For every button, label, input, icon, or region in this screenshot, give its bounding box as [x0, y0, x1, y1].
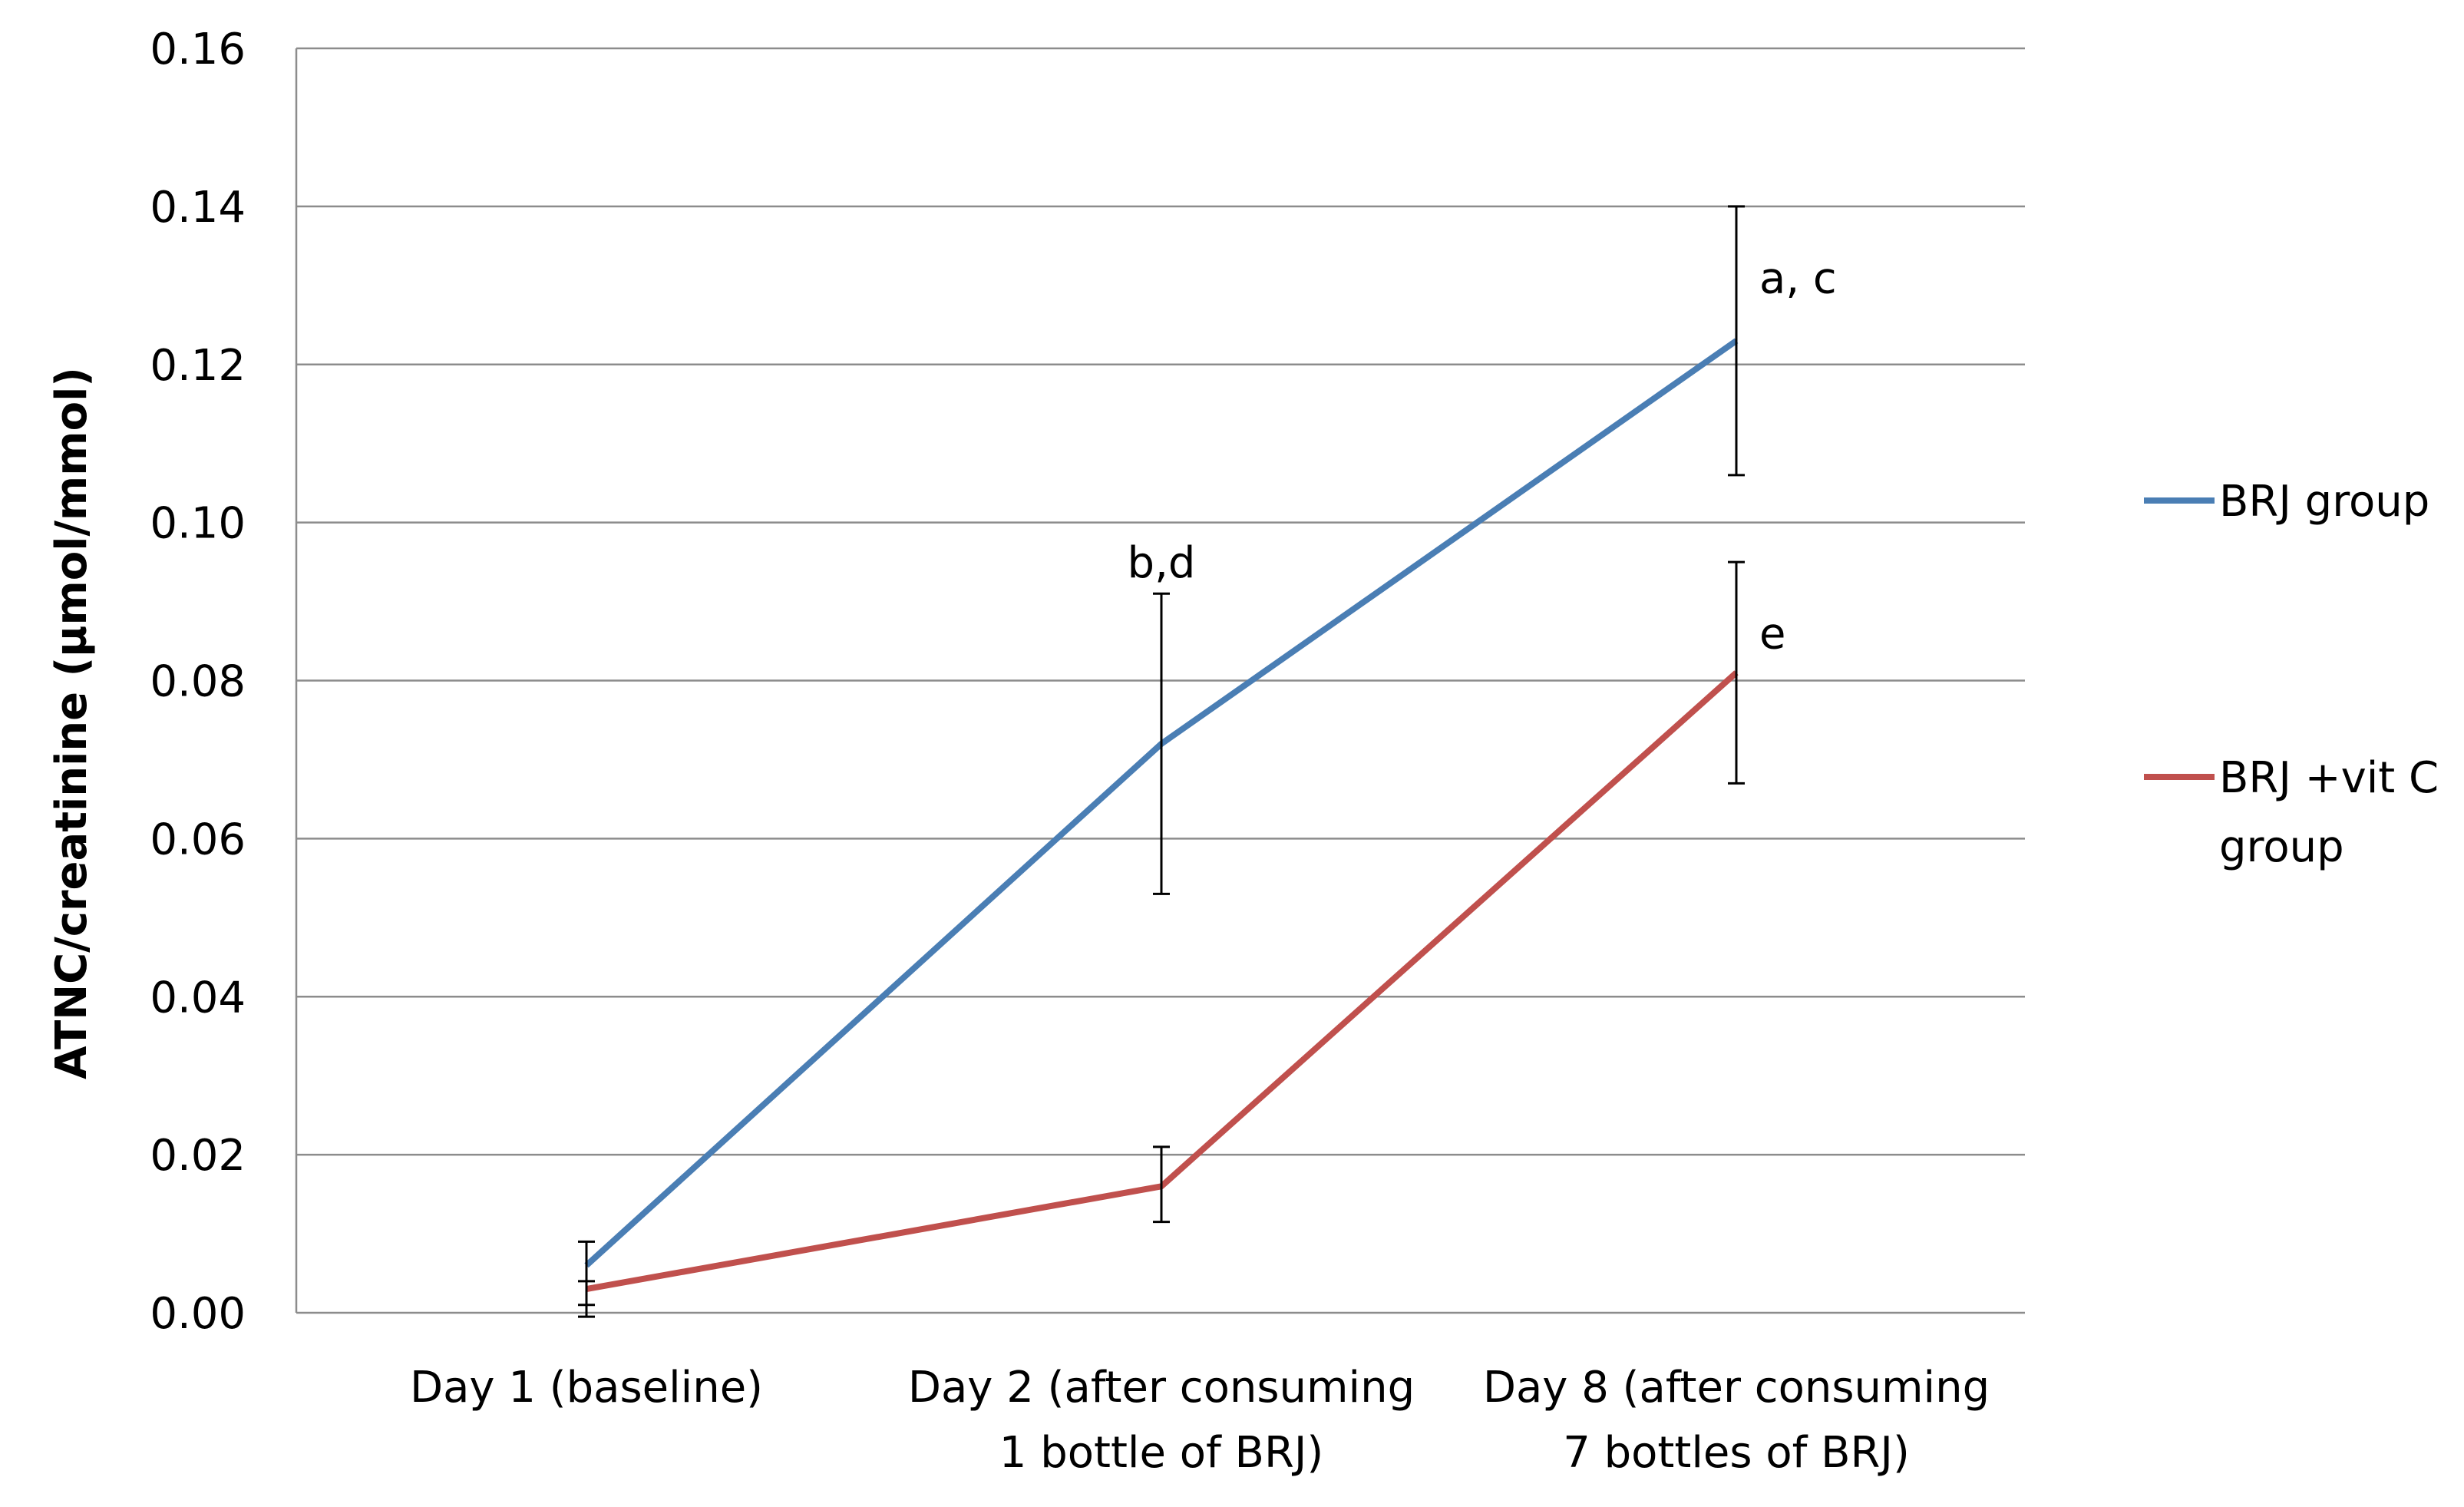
axes	[295, 48, 2025, 1314]
legend-label: group	[2219, 822, 2344, 872]
x-tick-label: Day 2 (after consuming	[908, 1363, 1415, 1413]
legend-label: BRJ group	[2219, 477, 2429, 527]
error-bars	[578, 205, 1745, 1318]
y-tick-label: 0.14	[150, 183, 246, 233]
y-tick-label: 0.06	[150, 815, 246, 864]
y-tick-label: 0.00	[150, 1289, 246, 1339]
y-tick-label: 0.02	[150, 1131, 246, 1181]
y-tick-label: 0.16	[150, 25, 246, 74]
annotation-label: b,d	[1128, 538, 1196, 588]
legend-label: BRJ +vit C	[2219, 753, 2439, 803]
x-tick-label: Day 1 (baseline)	[410, 1363, 763, 1413]
annotations: a, c b,d e	[1128, 254, 1837, 659]
x-tick-label: 1 bottle of BRJ)	[999, 1428, 1323, 1478]
x-tick-label: 7 bottles of BRJ)	[1563, 1428, 1910, 1478]
y-tick-label: 0.10	[150, 499, 246, 549]
y-tick-label: 0.08	[150, 657, 246, 707]
y-axis-ticks: 0.00 0.02 0.04 0.06 0.08 0.10 0.12 0.14 0.16	[150, 25, 246, 1339]
y-tick-label: 0.04	[150, 973, 246, 1023]
x-tick-label: Day 8 (after consuming	[1483, 1363, 1990, 1413]
annotation-label: e	[1759, 610, 1785, 659]
y-axis-label: ATNC/creatinine (µmol/mmol)	[47, 367, 97, 1079]
annotation-label: a, c	[1759, 254, 1837, 304]
y-tick-label: 0.12	[150, 341, 246, 391]
legend: BRJ group BRJ +vit C group	[2144, 477, 2439, 872]
x-axis-ticks: Day 1 (baseline) Day 2 (after consuming 1 …	[410, 1363, 1990, 1478]
